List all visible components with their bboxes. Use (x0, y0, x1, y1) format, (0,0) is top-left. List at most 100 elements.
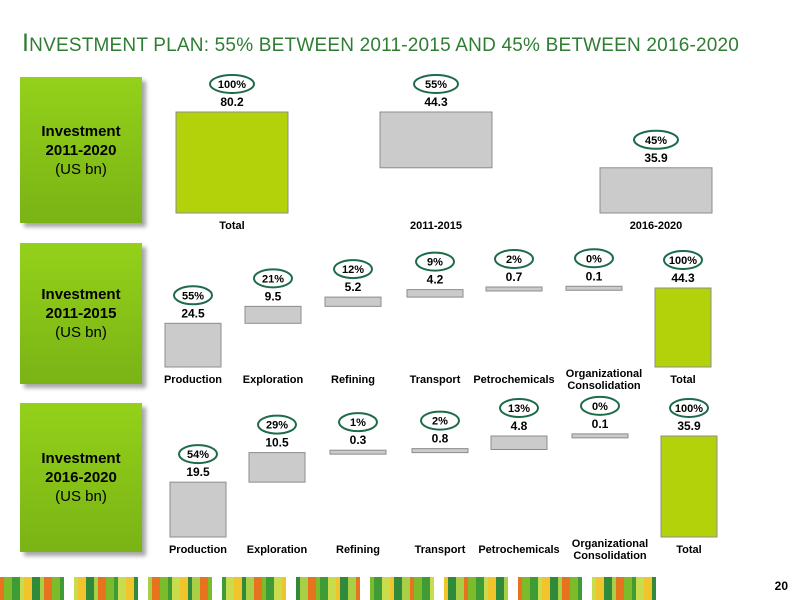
percent-ellipse-organizational-consolidation (574, 248, 614, 269)
percent-ellipse-2011-2015 (413, 74, 459, 94)
value-label-total: 80.2 (220, 95, 244, 109)
percent-ellipse-organizational-consolidation (580, 395, 620, 416)
percent-label-transport: 2% (432, 416, 448, 428)
percent-ellipse-total (663, 250, 703, 270)
value-label-production: 24.5 (181, 306, 205, 320)
side-label-line3: (US bn) (55, 160, 107, 178)
percent-label-refining: 1% (350, 417, 366, 429)
page-title: INVESTMENT PLAN: 55% BETWEEN 2011-2015 A… (22, 29, 739, 58)
side-label-line1: Investment (41, 122, 121, 140)
side-label-2011-2015: Investment 2011-2015 (US bn) (20, 243, 142, 384)
percent-ellipse-refining (338, 412, 378, 433)
bar-transport (411, 448, 469, 454)
side-label-line1: Investment (41, 450, 121, 467)
chart-total-split: 80.2 100% Total 44.3 55% 2011-2015 35.9 45% 2016… (175, 74, 713, 232)
percent-ellipse-production (173, 285, 213, 306)
value-label-production: 19.5 (186, 465, 210, 479)
percent-label-2016-2020: 45% (645, 135, 667, 147)
side-label-2016-2020: Investment 2016-2020 (US bn) (20, 403, 142, 552)
category-label-refining: Refining (336, 544, 380, 556)
bar-production (164, 322, 222, 368)
category-label-total: Total (219, 220, 244, 232)
footer-stripes (0, 577, 770, 600)
category-label-2011-2015: 2011-2015 (410, 220, 462, 232)
category-label-refining: Refining (331, 374, 375, 386)
percent-label-total: 100% (218, 79, 246, 91)
bar-petrochemicals (490, 435, 548, 451)
percent-ellipse-total (669, 398, 709, 418)
percent-ellipse-exploration (253, 268, 293, 289)
footer-stripe-group (518, 577, 582, 600)
value-label-2016-2020: 35.9 (644, 151, 668, 165)
bar-2016-2020 (599, 167, 713, 214)
percent-label-2011-2015: 55% (425, 79, 447, 91)
category-label-exploration: Exploration (247, 544, 308, 556)
category-label-production: Production (164, 374, 222, 386)
page-number: 20 (774, 579, 788, 593)
percent-ellipse-2016-2020 (633, 129, 679, 150)
value-label-refining: 0.3 (350, 433, 367, 447)
value-label-total: 35.9 (677, 419, 701, 433)
bar-transport (406, 289, 464, 298)
value-label-organizational-consolidation: 0.1 (586, 269, 603, 283)
title-text: NVESTMENT PLAN: 55% BETWEEN 2011-2015 AN… (29, 35, 740, 56)
side-label-line3: (US bn) (55, 324, 107, 341)
chart-2011-2015: 24.5 55% Production 9.5 21% Exploration 5.2 12%… (164, 248, 712, 392)
value-label-total: 44.3 (671, 271, 695, 285)
percent-ellipse-exploration (257, 414, 297, 435)
chart-2016-2020: 19.5 54% Production 10.5 29% Exploration 0.3 1%… (169, 395, 718, 562)
footer-stripe-group (0, 577, 64, 600)
percent-label-production: 54% (187, 449, 209, 461)
bar-refining (324, 296, 382, 307)
category-label-petrochemicals: Petrochemicals (473, 374, 554, 386)
percent-label-transport: 9% (427, 257, 443, 269)
side-label-line2: 2011-2020 (45, 141, 117, 159)
bar-exploration (248, 452, 306, 483)
bar-total (654, 287, 712, 368)
category-label-total: Total (670, 374, 695, 386)
value-label-refining: 5.2 (345, 280, 362, 294)
value-label-petrochemicals: 4.8 (511, 419, 528, 433)
side-label-line2: 2011-2015 (45, 305, 117, 322)
percent-label-organizational-consolidation: 0% (586, 253, 602, 265)
category-label-transport: Transport (415, 544, 466, 556)
percent-ellipse-production (178, 444, 218, 465)
percent-label-refining: 12% (342, 264, 364, 276)
category-label-organizational-consolidation: Organizational Consolidation (566, 368, 642, 392)
bar-refining (329, 449, 387, 455)
category-label-exploration: Exploration (243, 374, 304, 386)
value-label-2011-2015: 44.3 (424, 95, 448, 109)
side-label-line1: Investment (41, 286, 121, 303)
footer-stripe-group (444, 577, 508, 600)
percent-label-total: 100% (675, 403, 703, 415)
percent-ellipse-total (209, 74, 255, 94)
title-initial: I (22, 29, 30, 57)
value-label-organizational-consolidation: 0.1 (592, 417, 609, 431)
side-label-line2: 2016-2020 (45, 469, 117, 486)
percent-ellipse-petrochemicals (494, 248, 534, 269)
side-label-line3: (US bn) (55, 488, 107, 505)
footer-stripe-group (148, 577, 212, 600)
percent-label-organizational-consolidation: 0% (592, 401, 608, 413)
percent-label-exploration: 29% (266, 420, 288, 432)
side-label-2011-2020: Investment 2011-2020 (US bn) (20, 77, 142, 223)
percent-ellipse-transport (420, 410, 460, 431)
category-label-production: Production (169, 544, 227, 556)
bar-organizational-consolidation (565, 285, 623, 291)
bar-2011-2015 (379, 111, 493, 169)
bar-exploration (244, 305, 302, 324)
category-label-total: Total (676, 544, 701, 556)
percent-label-petrochemicals: 13% (508, 403, 530, 415)
percent-ellipse-petrochemicals (499, 398, 539, 418)
footer-stripe-group (74, 577, 138, 600)
category-label-organizational-consolidation: Organizational Consolidation (572, 538, 648, 562)
footer-stripe-group (296, 577, 360, 600)
value-label-transport: 4.2 (427, 273, 444, 287)
category-label-2016-2020: 2016-2020 (630, 220, 683, 232)
percent-ellipse-refining (333, 259, 373, 280)
percent-label-production: 55% (182, 290, 204, 302)
footer-stripe-group (592, 577, 656, 600)
percent-label-exploration: 21% (262, 273, 284, 285)
category-label-petrochemicals: Petrochemicals (478, 544, 559, 556)
